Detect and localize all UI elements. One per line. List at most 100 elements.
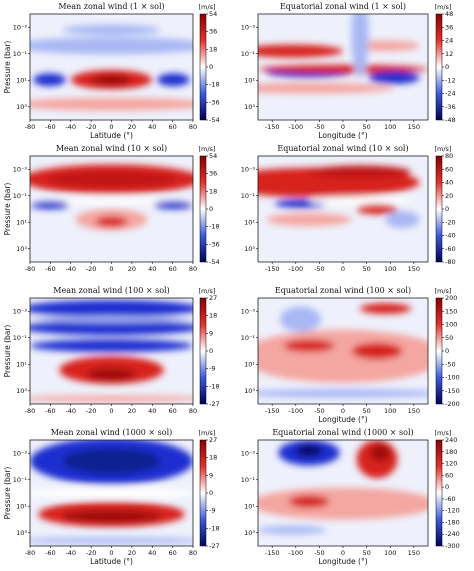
y-tick-label: 10³ bbox=[16, 245, 27, 253]
colorbar-unit: [m/s] bbox=[435, 429, 452, 437]
colorbar bbox=[199, 297, 207, 405]
contour-region bbox=[288, 495, 330, 508]
colorbar-tick-label: -18 bbox=[209, 382, 220, 390]
colorbar-tick-label: 48 bbox=[445, 10, 453, 18]
colorbar-tick-label: 18 bbox=[209, 45, 217, 53]
y-tick-label: 10³ bbox=[16, 103, 27, 111]
x-tick-label: -20 bbox=[86, 123, 97, 131]
x-tick-label: 50 bbox=[362, 265, 370, 273]
contour-region bbox=[30, 300, 193, 318]
x-tick-label: 150 bbox=[408, 407, 420, 415]
x-tick-label: 60 bbox=[168, 123, 176, 131]
colorbar-tick-label: 180 bbox=[445, 448, 457, 456]
panel: Equatorial zonal wind (10 × sol) -150 -100… bbox=[241, 144, 456, 273]
field-blobs bbox=[30, 300, 193, 402]
contour-region bbox=[30, 316, 193, 323]
x-tick-label: 80 bbox=[189, 265, 197, 273]
contour-region bbox=[309, 165, 411, 179]
colorbar-tick-label: 54 bbox=[209, 152, 217, 160]
colorbar-tick-label: 20 bbox=[445, 192, 453, 200]
y-axis-label: Pressure (bar) bbox=[3, 467, 12, 520]
x-tick-label: -60 bbox=[45, 549, 56, 557]
x-tick-label: -80 bbox=[25, 123, 36, 131]
colorbar-tick-label: 80 bbox=[445, 152, 453, 160]
y-tick-label: 10⁻³ bbox=[241, 307, 256, 315]
colorbar-tick-label: 0 bbox=[209, 347, 213, 355]
colorbar bbox=[435, 297, 443, 405]
colorbar-tick-label: 27 bbox=[209, 436, 217, 444]
x-tick-label: -100 bbox=[288, 549, 303, 557]
x-tick-label: -20 bbox=[86, 265, 97, 273]
colorbar-unit: [m/s] bbox=[435, 3, 452, 11]
y-tick-label: 10¹ bbox=[16, 360, 27, 368]
y-tick-label: 10⁻³ bbox=[13, 307, 28, 315]
contour-region bbox=[87, 367, 136, 381]
x-axis-label: Longitude (°) bbox=[318, 415, 367, 424]
contour-region bbox=[91, 74, 132, 86]
contour-region bbox=[258, 329, 428, 383]
y-tick-label: 10³ bbox=[16, 387, 27, 395]
colorbar-tick-label: -100 bbox=[445, 374, 460, 382]
colorbar-unit: [m/s] bbox=[199, 145, 216, 153]
y-tick-label: 10¹ bbox=[16, 218, 27, 226]
colorbar bbox=[199, 439, 207, 547]
colorbar-tick-label: 54 bbox=[209, 10, 217, 18]
x-tick-label: -80 bbox=[25, 265, 36, 273]
x-tick-label: 0 bbox=[109, 549, 113, 557]
x-tick-label: -100 bbox=[288, 407, 303, 415]
panel: Equatorial zonal wind (1000 × sol) -150 -1… bbox=[241, 428, 460, 566]
y-tick-label: 10⁻³ bbox=[13, 165, 28, 173]
colorbar-tick-label: 18 bbox=[209, 187, 217, 195]
field bbox=[30, 14, 193, 120]
contour-region bbox=[157, 73, 190, 87]
contour-region bbox=[258, 525, 326, 535]
colorbar-tick-label: -80 bbox=[445, 258, 456, 266]
x-tick-label: 20 bbox=[128, 407, 136, 415]
contour-region bbox=[95, 216, 128, 228]
colorbar bbox=[435, 13, 443, 121]
x-tick-label: 80 bbox=[189, 407, 197, 415]
x-tick-label: 40 bbox=[148, 265, 156, 273]
field bbox=[30, 156, 193, 262]
contour-region bbox=[283, 339, 335, 353]
x-tick-label: -80 bbox=[25, 407, 36, 415]
colorbar-tick-label: -48 bbox=[445, 116, 456, 124]
contour-region bbox=[351, 342, 403, 360]
panel-title: Mean zonal wind (100 × sol) bbox=[53, 286, 169, 295]
contour-region bbox=[30, 320, 193, 336]
x-tick-label: 80 bbox=[189, 549, 197, 557]
colorbar-tick-label: -120 bbox=[445, 507, 460, 515]
y-tick-label: 10⁻¹ bbox=[13, 476, 28, 484]
colorbar-tick-label: 120 bbox=[445, 460, 457, 468]
colorbar-tick-label: -50 bbox=[445, 360, 456, 368]
contour-region bbox=[280, 306, 321, 332]
colorbar-tick-label: 0 bbox=[209, 63, 213, 71]
contour-region bbox=[30, 200, 70, 209]
x-tick-label: -50 bbox=[314, 549, 325, 557]
panel: Equatorial zonal wind (100 × sol) -150 -10… bbox=[241, 286, 460, 424]
colorbar-tick-label: -54 bbox=[209, 258, 220, 266]
x-tick-label: 150 bbox=[408, 265, 420, 273]
y-tick-label: 10⁻¹ bbox=[241, 50, 256, 58]
x-tick-label: -100 bbox=[288, 123, 303, 131]
colorbar-tick-label: -20 bbox=[445, 218, 456, 226]
contour-region bbox=[30, 395, 193, 402]
colorbar-tick-label: 9 bbox=[209, 471, 213, 479]
x-tick-label: 40 bbox=[148, 549, 156, 557]
colorbar-tick-label: -9 bbox=[209, 507, 215, 515]
field bbox=[258, 298, 428, 404]
x-axis-label: Latitude (°) bbox=[90, 557, 133, 566]
colorbar bbox=[435, 155, 443, 263]
y-tick-label: 10⁻¹ bbox=[13, 192, 28, 200]
contour-region bbox=[370, 444, 391, 462]
colorbar-tick-label: -240 bbox=[445, 530, 460, 538]
panel-title: Mean zonal wind (1000 × sol) bbox=[51, 428, 173, 437]
y-axis-label: Pressure (bar) bbox=[3, 41, 12, 94]
x-tick-label: -80 bbox=[25, 549, 36, 557]
colorbar-tick-label: -60 bbox=[445, 245, 456, 253]
colorbar-tick-label: 27 bbox=[209, 294, 217, 302]
y-tick-label: 10⁻³ bbox=[241, 23, 256, 31]
contour-region bbox=[258, 64, 428, 74]
x-tick-label: 0 bbox=[341, 265, 345, 273]
colorbar-tick-label: -54 bbox=[209, 116, 220, 124]
